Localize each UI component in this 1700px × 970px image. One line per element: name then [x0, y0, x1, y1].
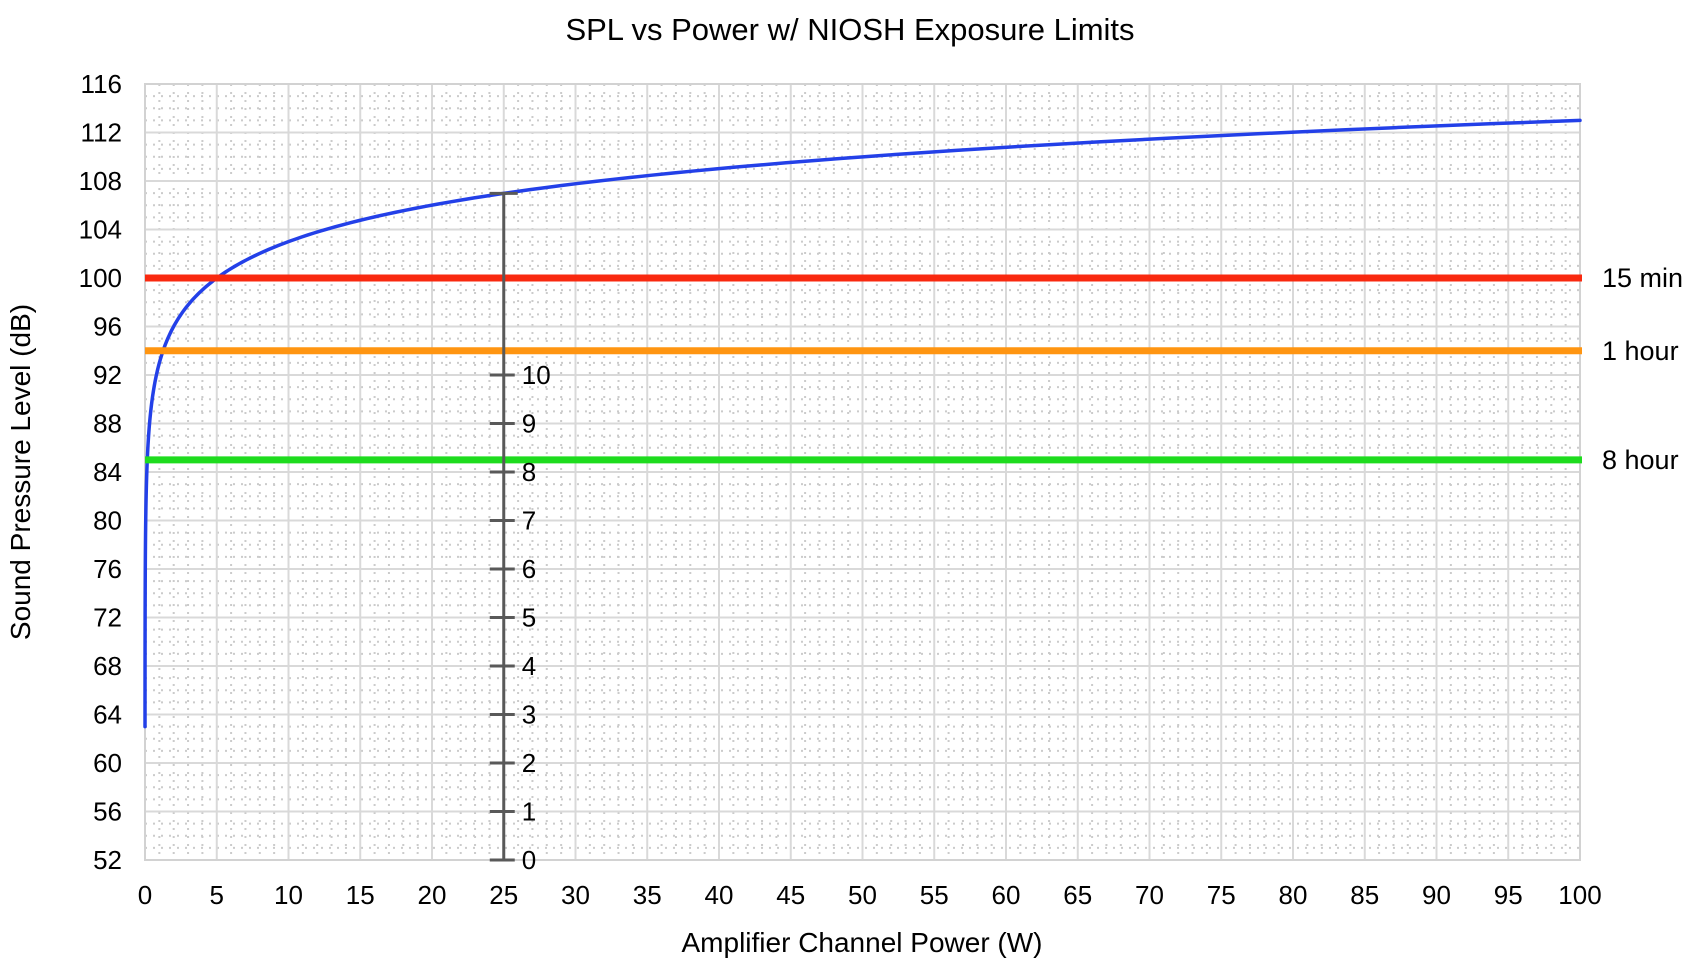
y-tick-label: 64: [93, 700, 122, 730]
secondary-axis-tick-label: 5: [522, 603, 536, 633]
y-tick-label: 76: [93, 554, 122, 584]
x-tick-label: 15: [346, 880, 375, 910]
chart-title: SPL vs Power w/ NIOSH Exposure Limits: [565, 12, 1134, 47]
x-tick-label: 45: [776, 880, 805, 910]
secondary-axis-tick-label: 9: [522, 409, 536, 439]
y-tick-label: 88: [93, 409, 122, 439]
y-tick-label: 108: [79, 166, 122, 196]
x-tick-label: 20: [418, 880, 447, 910]
limit-lines-group: 15 min 1 hour 8 hour: [145, 263, 1683, 475]
x-tick-label: 25: [489, 880, 518, 910]
y-tick-label: 84: [93, 457, 122, 487]
y-tick-label: 68: [93, 651, 122, 681]
y-tick-label: 116: [81, 69, 122, 99]
spl-curve-group: [143, 118, 1582, 729]
limit-label-8-hour: 8 hour: [1602, 445, 1679, 475]
secondary-axis-tick-label: 7: [522, 506, 536, 536]
y-tick-label: 92: [93, 360, 122, 390]
grid-major: [144, 83, 1581, 861]
secondary-axis-tick-label: 0: [522, 845, 536, 875]
y-tick-label: 60: [93, 748, 122, 778]
x-tick-label: 35: [633, 880, 662, 910]
secondary-axis-tick-label: 3: [522, 700, 536, 730]
secondary-axis-tick-label: 1: [522, 797, 536, 827]
axis-tick-labels: 0 5 10 15 20 25 30 35 40 45 50 55 60 65 70 75 80 85 90 95 10…: [79, 69, 1602, 910]
y-tick-label: 80: [93, 506, 122, 536]
secondary-axis-tick-label: 2: [522, 748, 536, 778]
y-tick-label: 112: [81, 118, 122, 148]
x-tick-label: 10: [274, 880, 303, 910]
secondary-axis-group: 0 1 2 3 4 5 6 7 8 9 10: [489, 191, 551, 875]
y-tick-label: 52: [93, 845, 122, 875]
spl-curve: [143, 118, 1582, 729]
x-tick-label: 50: [848, 880, 877, 910]
y-axis-title: Sound Pressure Level (dB): [5, 304, 36, 640]
limit-label-1-hour: 1 hour: [1602, 336, 1679, 366]
plot-border-rect: [144, 83, 1581, 861]
x-tick-label: 80: [1279, 880, 1308, 910]
plot-border: [144, 83, 1581, 861]
limit-label-15-min: 15 min: [1602, 263, 1683, 293]
grid-minor: [145, 84, 1580, 860]
y-tick-label: 100: [79, 263, 122, 293]
x-tick-label: 0: [138, 880, 152, 910]
x-tick-label: 5: [210, 880, 224, 910]
y-tick-label: 96: [93, 312, 122, 342]
x-tick-label: 30: [561, 880, 590, 910]
x-tick-label: 55: [920, 880, 949, 910]
secondary-axis-tick-label: 4: [522, 651, 536, 681]
secondary-axis-tick-label: 10: [522, 360, 551, 390]
y-tick-label: 72: [93, 603, 122, 633]
y-tick-label: 104: [79, 215, 122, 245]
x-tick-label: 100: [1558, 880, 1601, 910]
x-axis-title: Amplifier Channel Power (W): [682, 927, 1043, 958]
x-tick-label: 85: [1350, 880, 1379, 910]
secondary-axis-tick-label: 8: [522, 457, 536, 487]
x-tick-label: 95: [1494, 880, 1523, 910]
x-tick-label: 65: [1063, 880, 1092, 910]
x-tick-label: 90: [1422, 880, 1451, 910]
secondary-axis-tick-label: 6: [522, 554, 536, 584]
x-tick-label: 60: [992, 880, 1021, 910]
y-tick-label: 56: [93, 797, 122, 827]
x-tick-label: 75: [1207, 880, 1236, 910]
x-tick-label: 70: [1135, 880, 1164, 910]
x-tick-label: 40: [705, 880, 734, 910]
